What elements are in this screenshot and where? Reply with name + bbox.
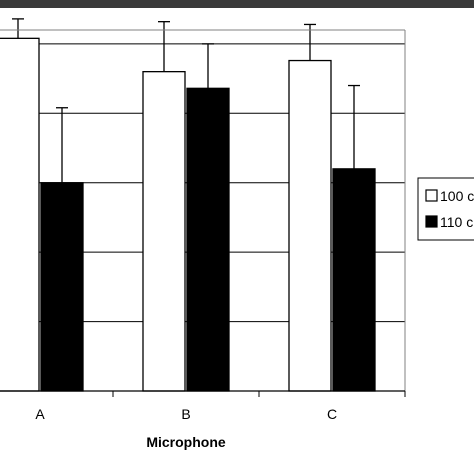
legend: 100 c 110 c: [417, 177, 474, 241]
bar-black-c: [332, 168, 376, 392]
bar-black-b: [186, 87, 230, 392]
legend-label: 100 c: [440, 188, 474, 204]
legend-label: 110 c: [440, 214, 473, 230]
x-tick-label: B: [181, 406, 190, 422]
bar-white-b: [142, 71, 186, 392]
legend-box: [417, 177, 474, 241]
bars: [0, 37, 376, 392]
bar-white-a: [0, 37, 40, 392]
plot-frame: [0, 29, 406, 392]
bar-white-c: [288, 59, 332, 392]
legend-swatch: [425, 189, 438, 202]
x-tick-label: C: [327, 406, 337, 422]
bar-black-a: [40, 182, 84, 392]
x-axis-title: Microphone: [146, 434, 226, 450]
x-ticks: A B C: [35, 391, 406, 422]
legend-swatch: [425, 215, 438, 228]
x-tick-label: A: [35, 406, 45, 422]
top-border-band: [0, 0, 474, 8]
